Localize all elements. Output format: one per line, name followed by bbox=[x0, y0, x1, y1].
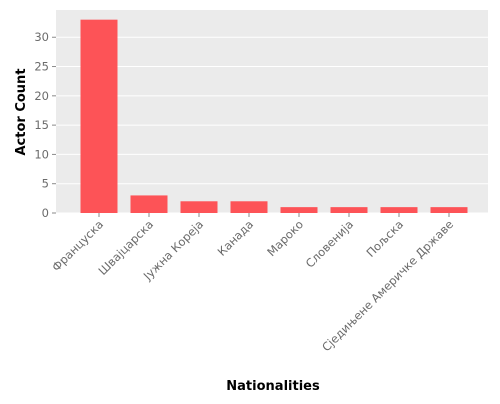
bar bbox=[380, 207, 418, 213]
y-tick-label: 0 bbox=[42, 206, 49, 220]
grid-lines bbox=[56, 36, 488, 214]
y-axis-ticks: 0 5 10 15 20 25 30 bbox=[34, 30, 56, 220]
x-tick-label: Словенија bbox=[303, 217, 356, 270]
y-tick-label: 20 bbox=[34, 89, 49, 103]
bar bbox=[130, 195, 168, 213]
bar bbox=[230, 201, 268, 213]
y-tick-label: 25 bbox=[34, 60, 49, 74]
y-tick-label: 15 bbox=[34, 118, 49, 132]
plot-background bbox=[56, 10, 488, 213]
y-tick-label: 5 bbox=[42, 177, 49, 191]
bars bbox=[80, 19, 468, 213]
x-tick-label: Канада bbox=[215, 217, 257, 259]
y-tick-label: 30 bbox=[34, 30, 49, 44]
bar bbox=[80, 19, 118, 213]
x-tick-label: Пољска bbox=[363, 217, 406, 260]
y-tick-label: 10 bbox=[34, 147, 49, 161]
bar bbox=[280, 207, 318, 213]
bar bbox=[180, 201, 218, 213]
bar bbox=[330, 207, 368, 213]
x-tick-label: Мароко bbox=[264, 217, 306, 259]
x-axis-label: Nationalities bbox=[226, 379, 320, 394]
bar bbox=[430, 207, 468, 213]
y-axis-label: Actor Count bbox=[14, 68, 29, 155]
